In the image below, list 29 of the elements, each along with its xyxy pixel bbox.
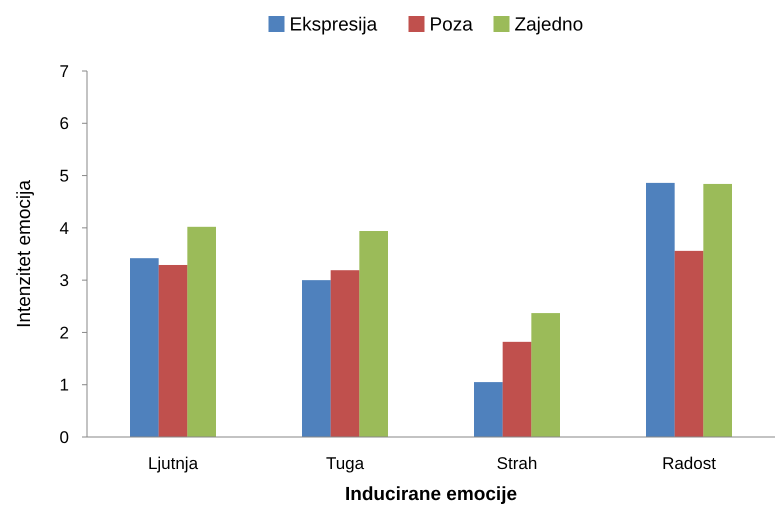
bar [646, 182, 675, 437]
y-axis-title: Intenzitet emocija [14, 180, 35, 328]
legend-label: Zajedno [514, 14, 584, 36]
legend-label: Ekspresija [290, 14, 378, 36]
bar [359, 230, 388, 437]
y-tick-label: 7 [60, 62, 69, 81]
y-tick-label: 4 [60, 218, 69, 238]
y-tick-label: 0 [60, 428, 69, 447]
bar [158, 264, 188, 437]
bar [674, 250, 704, 437]
bar [302, 280, 331, 437]
y-tick-label: 2 [60, 323, 69, 342]
x-tick-label: Tuga [326, 454, 365, 473]
x-tick-label: Radost [662, 454, 716, 473]
bar [502, 342, 532, 437]
x-tick-label: Strah [496, 454, 538, 473]
bar [187, 226, 216, 437]
x-axis-title: Inducirane emocije [344, 484, 518, 505]
legend-label: Poza [430, 14, 474, 36]
x-tick-label: Ljutnja [148, 454, 199, 473]
bar [130, 258, 159, 437]
bar [330, 270, 360, 437]
y-tick-label: 1 [60, 376, 69, 395]
y-tick-label: 6 [60, 114, 69, 134]
bar [531, 313, 560, 437]
y-tick-label: 3 [60, 271, 69, 290]
bar [474, 382, 503, 437]
y-tick-label: 5 [60, 166, 69, 186]
bar [703, 184, 732, 437]
